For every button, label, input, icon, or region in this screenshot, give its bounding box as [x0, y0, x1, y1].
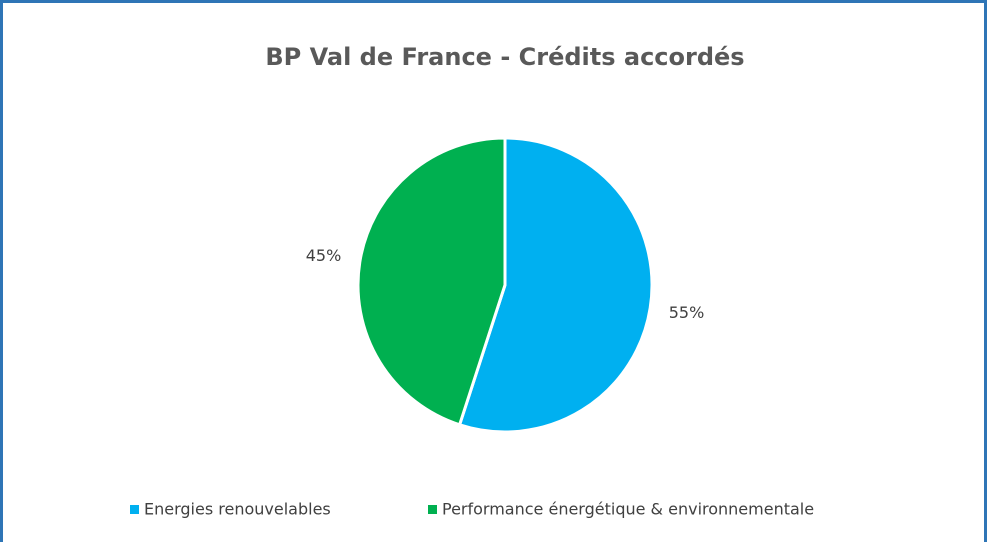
- chart-title: BP Val de France - Crédits accordés: [265, 43, 744, 71]
- legend-swatch: [130, 505, 139, 514]
- pie-slice: [457, 136, 654, 434]
- data-label: 55%: [669, 303, 705, 322]
- pie-slice: [356, 136, 507, 427]
- legend-label: Energies renouvelables: [144, 500, 331, 519]
- data-label: 45%: [306, 246, 342, 265]
- legend-swatch: [428, 505, 437, 514]
- legend-label: Performance énergétique & environnementa…: [442, 500, 814, 519]
